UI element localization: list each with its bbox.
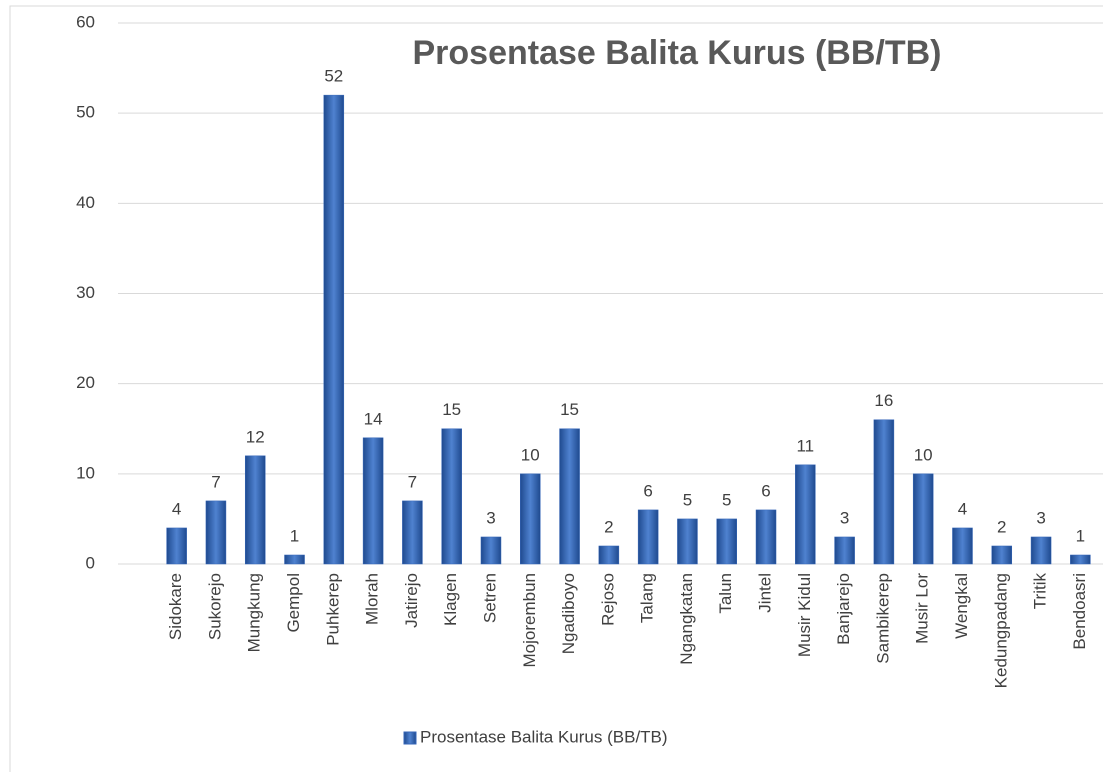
value-label: 10 xyxy=(914,445,933,464)
bar xyxy=(402,500,423,565)
value-label: 4 xyxy=(958,499,967,518)
x-tick-label: Sukorejo xyxy=(205,573,224,640)
bar xyxy=(795,464,816,565)
bar xyxy=(991,545,1013,565)
x-tick-label: Musir Kidul xyxy=(795,573,814,657)
bar xyxy=(598,545,620,565)
x-tick-label: Gempol xyxy=(284,573,303,633)
x-tick-label: Jatirejo xyxy=(402,573,421,628)
bar xyxy=(559,428,580,565)
value-label: 11 xyxy=(796,436,814,455)
value-label: 4 xyxy=(172,499,181,518)
bar xyxy=(1070,554,1091,565)
bar xyxy=(677,518,698,565)
y-tick-label: 10 xyxy=(76,463,95,482)
x-tick-label: Talun xyxy=(716,573,735,614)
y-tick-label: 20 xyxy=(76,373,95,392)
x-tick-label: Mungkung xyxy=(245,573,264,652)
bar xyxy=(873,419,895,565)
y-tick-label: 30 xyxy=(76,283,95,302)
value-label: 1 xyxy=(290,526,299,545)
value-label: 16 xyxy=(874,391,893,410)
bar xyxy=(637,509,659,565)
y-tick-label: 40 xyxy=(76,193,95,212)
value-label: 3 xyxy=(1036,508,1045,527)
x-tick-label: Talang xyxy=(638,573,657,623)
bar xyxy=(323,94,345,565)
bar xyxy=(284,554,305,565)
chart-frame xyxy=(9,5,1103,772)
value-label: 3 xyxy=(840,508,849,527)
value-label: 12 xyxy=(246,427,265,446)
y-tick-label: 60 xyxy=(76,12,95,31)
x-tick-label: Jintel xyxy=(756,573,775,613)
bar xyxy=(244,455,266,565)
x-tick-label: Tritik xyxy=(1031,573,1050,610)
x-tick-label: Ngangkatan xyxy=(677,573,696,665)
x-tick-label: Puhkerep xyxy=(323,573,342,646)
x-tick-label: Sidokare xyxy=(166,573,185,640)
x-tick-label: Setren xyxy=(480,573,499,623)
x-tick-label: Ngadiboyo xyxy=(559,573,578,654)
x-tick-label: Kedungpadang xyxy=(991,573,1010,688)
legend-label: Prosentase Balita Kurus (BB/TB) xyxy=(420,727,668,746)
value-label: 2 xyxy=(997,517,1006,536)
x-tick-label: Mojorembun xyxy=(520,573,539,668)
value-label: 14 xyxy=(364,409,383,428)
value-label: 15 xyxy=(560,400,579,419)
bar xyxy=(1030,536,1052,565)
bar xyxy=(755,509,777,565)
value-label: 6 xyxy=(643,481,652,500)
bar xyxy=(912,473,934,565)
x-tick-label: Rejoso xyxy=(598,573,617,626)
value-label: 6 xyxy=(761,481,770,500)
legend-swatch xyxy=(403,731,417,745)
value-label: 10 xyxy=(521,445,540,464)
bar xyxy=(520,473,541,565)
value-label: 7 xyxy=(408,472,417,491)
value-label: 7 xyxy=(211,472,220,491)
bar xyxy=(480,536,502,565)
x-tick-label: Sambikerep xyxy=(873,573,892,664)
value-label: 3 xyxy=(486,508,495,527)
bar xyxy=(166,527,187,565)
x-tick-label: Klagen xyxy=(441,573,460,626)
bar xyxy=(205,500,227,565)
x-tick-label: Wengkal xyxy=(952,573,971,639)
x-tick-label: Musir Lor xyxy=(913,573,932,644)
y-tick-label: 0 xyxy=(86,553,95,572)
chart-title: Prosentase Balita Kurus (BB/TB) xyxy=(413,34,942,72)
value-label: 5 xyxy=(722,490,731,509)
value-label: 1 xyxy=(1076,526,1085,545)
value-label: 5 xyxy=(683,490,692,509)
bar xyxy=(362,437,384,565)
bar xyxy=(441,428,462,565)
value-label: 2 xyxy=(604,517,613,536)
x-tick-label: Bendoasri xyxy=(1070,573,1089,650)
bar xyxy=(952,527,973,565)
y-tick-label: 50 xyxy=(76,103,95,122)
value-label: 15 xyxy=(442,400,461,419)
bar xyxy=(716,518,737,565)
x-tick-label: Banjarejo xyxy=(834,573,853,645)
x-tick-label: Mlorah xyxy=(363,573,382,625)
bar xyxy=(834,536,855,565)
value-label: 52 xyxy=(324,67,343,86)
